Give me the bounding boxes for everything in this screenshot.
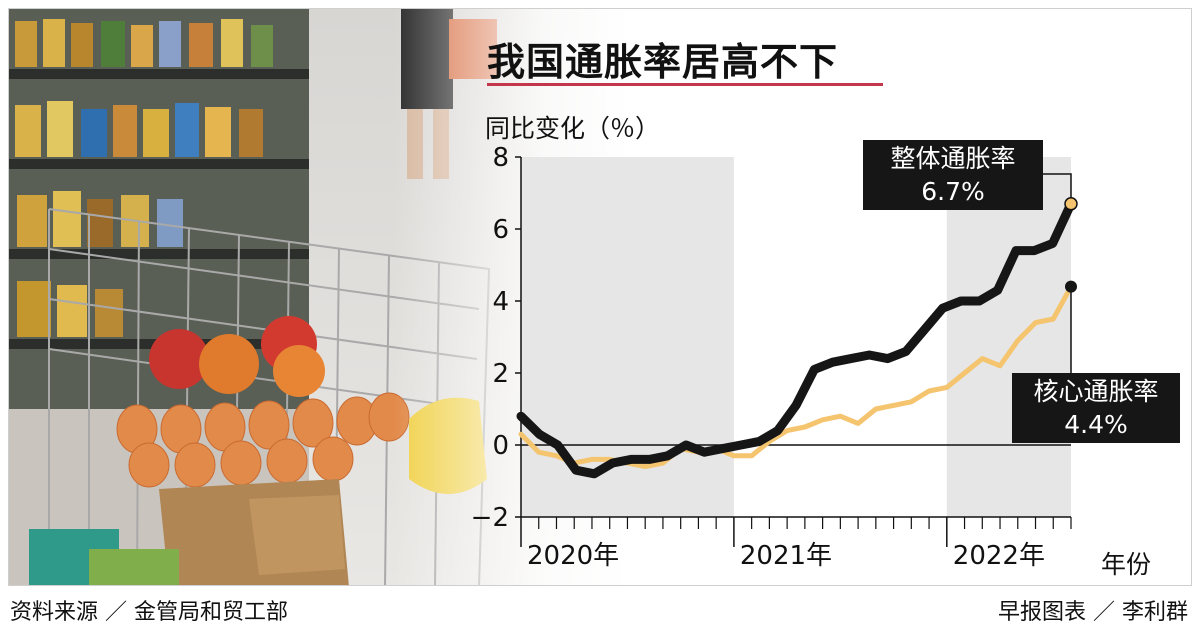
chart-title: 我国通胀率居高不下 <box>487 40 839 84</box>
headline-leader-line <box>1043 173 1072 204</box>
x-year-label: 2020年 <box>527 541 619 571</box>
shaded-band-1 <box>946 157 1071 517</box>
inflation-line-chart: −2 0 2 4 6 8 2020年 2021年 2022年 <box>471 143 1078 571</box>
title-underline <box>487 83 883 86</box>
core-inflation-label: 核心通胀率 <box>1033 377 1159 406</box>
core-inflation-callout: 核心通胀率 4.4% <box>1012 373 1180 443</box>
credit-note: 早报图表 ／ 李利群 <box>998 600 1188 625</box>
headline-inflation-callout: 整体通胀率 6.7% <box>863 140 1043 210</box>
y-tick-label: 6 <box>492 215 509 245</box>
headline-inflation-label: 整体通胀率 <box>890 144 1016 173</box>
infographic-frame: −2 0 2 4 6 8 2020年 2021年 2022年 我国通胀率居高不下 同比变化（％）… <box>8 8 1192 586</box>
core-inflation-value: 4.4% <box>1064 410 1128 439</box>
headline-end-marker <box>1064 197 1078 211</box>
headline-inflation-line <box>516 199 1076 479</box>
core-end-marker <box>1065 280 1077 293</box>
x-axis-unit-label: 年份 <box>1101 550 1152 579</box>
y-tick-label: 8 <box>492 143 509 173</box>
y-tick-label: 0 <box>492 431 509 461</box>
x-year-label: 2021年 <box>740 541 832 571</box>
y-tick-label: −2 <box>471 503 509 533</box>
headline-inflation-value: 6.7% <box>921 177 985 206</box>
x-year-label: 2022年 <box>953 541 1045 571</box>
y-tick-label: 2 <box>492 359 509 389</box>
y-axis-label: 同比变化（％） <box>485 114 661 143</box>
source-note: 资料来源 ／ 金管局和贸工部 <box>10 600 288 625</box>
y-tick-label: 4 <box>492 287 509 317</box>
